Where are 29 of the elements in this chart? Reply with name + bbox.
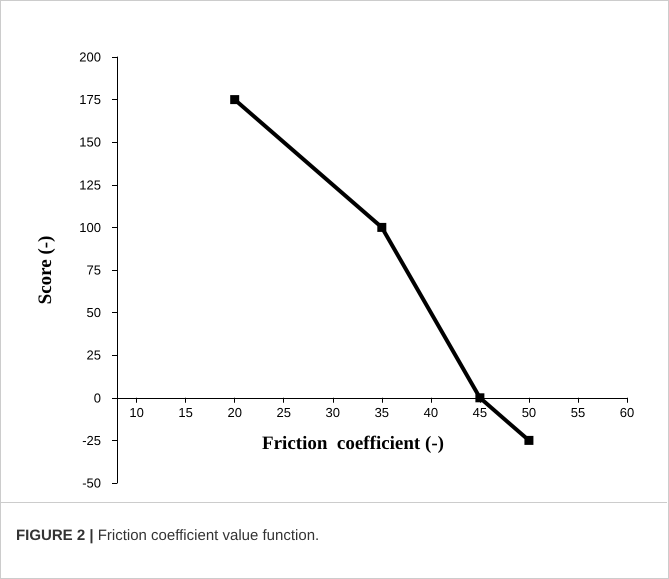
y-tick-label: 150 bbox=[79, 134, 101, 150]
x-tick-label: 15 bbox=[178, 404, 193, 420]
y-tick-label: 75 bbox=[86, 262, 101, 278]
y-tick-label: 25 bbox=[86, 348, 101, 363]
x-tick-label: 25 bbox=[276, 404, 291, 420]
y-tick-label: 125 bbox=[79, 177, 101, 192]
point bbox=[475, 393, 484, 402]
y-tick-label: 50 bbox=[86, 305, 101, 320]
x-tick-label: 45 bbox=[472, 404, 488, 420]
y-tick-label: 100 bbox=[79, 220, 101, 235]
x-tick-label: 10 bbox=[129, 404, 144, 420]
y-tick-label: 0 bbox=[94, 390, 101, 406]
x-axis-title: Friction coefficient (-) bbox=[262, 433, 444, 454]
y-tick-label: 200 bbox=[79, 50, 101, 64]
x-tick-label: 60 bbox=[620, 404, 634, 420]
x-tick-label: 35 bbox=[374, 404, 390, 420]
y-axis-title: Score (-) bbox=[35, 236, 56, 304]
y-tick-label: 175 bbox=[79, 92, 101, 108]
point bbox=[377, 222, 386, 232]
point bbox=[230, 95, 240, 104]
y-tick-label: -50 bbox=[82, 476, 101, 490]
y-tick-label: -25 bbox=[82, 432, 101, 448]
x-tick-label: 55 bbox=[570, 404, 586, 420]
caption: FIGURE 2 | Friction coefficient value function. bbox=[16, 527, 320, 544]
x-tick-label: 20 bbox=[227, 404, 242, 420]
x-tick-label: 30 bbox=[326, 404, 340, 420]
x-tick-label: 50 bbox=[522, 404, 536, 420]
point bbox=[524, 436, 534, 445]
x-tick-label: 40 bbox=[424, 404, 438, 420]
